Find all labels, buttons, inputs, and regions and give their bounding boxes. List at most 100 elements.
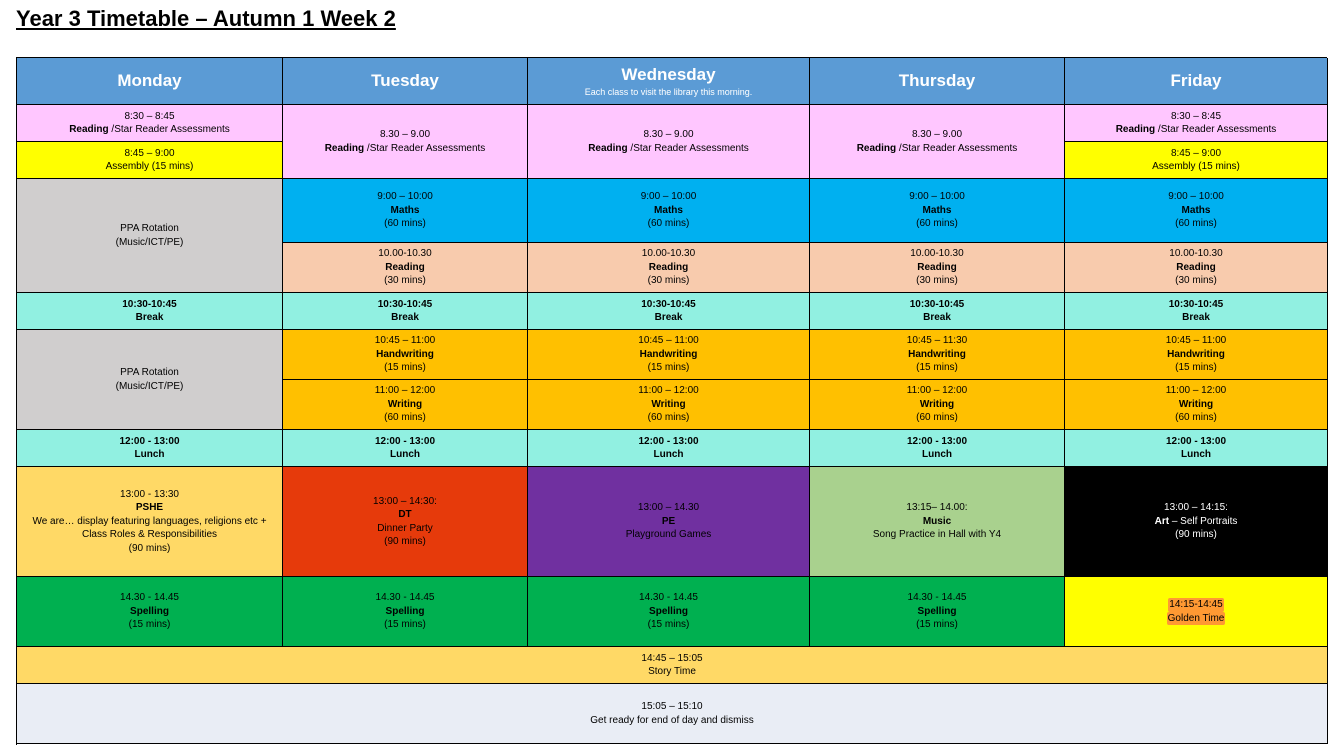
- lesson-wednesday-reading: 8.30 – 9.00 Reading /Star Reader Assessm…: [528, 105, 810, 179]
- lesson-time: 9:00 – 10:00: [640, 191, 697, 203]
- lesson-duration: (60 mins): [1175, 412, 1217, 424]
- lesson-tuesday-break: 10:30-10:45 Break: [283, 293, 528, 330]
- lesson-duration: (90 mins): [1175, 529, 1217, 541]
- lesson-subject: Spelling: [649, 605, 688, 617]
- lesson-monday-spelling: 14.30 - 14.45 Spelling (15 mins): [17, 577, 283, 647]
- lesson-time: 14.30 - 14.45: [907, 592, 967, 604]
- lesson-time: 8:45 – 9:00: [124, 147, 175, 159]
- lesson-subject: Reading: [1115, 124, 1156, 135]
- lesson-time: 15:05 – 15:10: [641, 701, 703, 712]
- lesson-duration: (60 mins): [647, 218, 690, 230]
- lesson-time: 10:45 – 11:00: [1165, 335, 1227, 347]
- lesson-subject: Reading: [324, 142, 365, 154]
- lesson-duration: (60 mins): [384, 412, 426, 424]
- lesson-subject: PSHE: [135, 502, 164, 514]
- lesson-subject: Spelling: [130, 605, 169, 617]
- lesson-time: 10.00-10.30: [1169, 248, 1223, 260]
- lesson-time: 10.00-10.30: [378, 248, 432, 260]
- lesson-subject: Handwriting: [376, 348, 434, 360]
- lesson-duration: (15 mins): [916, 362, 958, 374]
- lesson-tuesday-reading: 8.30 – 9.00 Reading /Star Reader Assessm…: [283, 105, 528, 179]
- lesson-subject: Spelling: [917, 605, 957, 617]
- lesson-tuesday-reading-2: 10.00-10.30 Reading (30 mins): [283, 243, 528, 293]
- day-label: Thursday: [898, 71, 976, 90]
- lesson-time: 13:00 – 14:15:: [1164, 502, 1228, 514]
- lesson-tuesday-spelling: 14.30 - 14.45 Spelling (15 mins): [283, 577, 528, 647]
- lesson-duration: (15 mins): [647, 362, 690, 374]
- lesson-time: 8:30 – 8:45: [124, 110, 175, 122]
- lesson-tuesday-handwriting: 10:45 – 11:00 Handwriting (15 mins): [283, 330, 528, 380]
- day-header-wednesday: Wednesday Each class to visit the library…: [528, 58, 810, 105]
- lesson-wednesday-maths: 9:00 – 10:00 Maths (60 mins): [528, 179, 810, 243]
- lesson-wednesday-spelling: 14.30 - 14.45 Spelling (15 mins): [528, 577, 810, 647]
- lesson-duration: (60 mins): [916, 218, 958, 230]
- lesson-thursday-writing: 11:00 – 12:00 Writing (60 mins): [810, 380, 1065, 430]
- lesson-friday-art: 13:00 – 14:15: Art – Self Portraits (90 …: [1065, 467, 1328, 577]
- dismiss-row: 15:05 – 15:10 Get ready for end of day a…: [17, 684, 1328, 744]
- day-label: Friday: [1170, 71, 1222, 90]
- day-header-thursday: Thursday: [810, 58, 1065, 105]
- day-header-friday: Friday: [1065, 58, 1328, 105]
- lesson-subject: Maths: [922, 204, 952, 216]
- lesson-monday-ppa-2: PPA Rotation (Music/ICT/PE): [17, 330, 283, 430]
- lesson-subject: PPA Rotation: [120, 223, 179, 234]
- lesson-time: 10.00-10.30: [910, 248, 964, 260]
- lesson-thursday-reading: 8.30 – 9.00 Reading /Star Reader Assessm…: [810, 105, 1065, 179]
- lesson-subject: Maths: [1181, 204, 1211, 216]
- lesson-time: 10:45 – 11:00: [374, 335, 436, 347]
- lesson-time: 8.30 – 9.00: [379, 129, 431, 140]
- day-note: Each class to visit the library this mor…: [584, 87, 753, 97]
- lesson-detail: Song Practice in Hall with Y4: [872, 529, 1002, 541]
- day-header-tuesday: Tuesday: [283, 58, 528, 105]
- lesson-friday-maths: 9:00 – 10:00 Maths (60 mins): [1065, 179, 1328, 243]
- lesson-subject: Maths: [654, 204, 683, 216]
- lesson-time: 12:00 - 13:00: [638, 435, 699, 447]
- lesson-subject: Lunch: [653, 449, 684, 460]
- lesson-tuesday-lunch: 12:00 - 13:00 Lunch: [283, 430, 528, 467]
- lesson-time: 10.00-10.30: [641, 248, 696, 260]
- lesson-subject: PPA Rotation: [120, 367, 179, 378]
- lesson-time: 12:00 - 13:00: [906, 435, 968, 447]
- lesson-duration: (60 mins): [647, 412, 690, 424]
- lesson-subject: Break: [391, 312, 419, 323]
- lesson-subject: Break: [654, 312, 683, 323]
- lesson-time: 14:15-14:45: [1168, 598, 1224, 612]
- lesson-time: 9:00 – 10:00: [1168, 191, 1224, 203]
- lesson-time: 11:00 – 12:00: [1165, 385, 1227, 397]
- lesson-subject: Lunch: [134, 449, 165, 460]
- lesson-tuesday-maths: 9:00 – 10:00 Maths (60 mins): [283, 179, 528, 243]
- lesson-friday-reading: 8:30 – 8:45 Reading /Star Reader Assessm…: [1065, 105, 1328, 142]
- lesson-time: 10:30-10:45: [1168, 298, 1224, 310]
- lesson-wednesday-handwriting: 10:45 – 11:00 Handwriting (15 mins): [528, 330, 810, 380]
- lesson-subject: DT: [398, 509, 412, 520]
- lesson-subject: Reading: [588, 142, 628, 154]
- lesson-friday-reading-2: 10.00-10.30 Reading (30 mins): [1065, 243, 1328, 293]
- lesson-time: 11:00 – 12:00: [906, 385, 968, 397]
- lesson-duration: (60 mins): [384, 218, 426, 230]
- lesson-detail: (Music/ICT/PE): [115, 380, 184, 392]
- lesson-duration: (15 mins): [128, 619, 171, 631]
- lesson-thursday-spelling: 14.30 - 14.45 Spelling (15 mins): [810, 577, 1065, 647]
- lesson-subject: Break: [1182, 312, 1210, 323]
- lesson-duration: (15 mins): [1175, 362, 1217, 374]
- lesson-time: 11:00 – 12:00: [374, 385, 436, 397]
- lesson-subject: Reading: [1176, 261, 1216, 273]
- lesson-subject: Reading: [856, 142, 897, 154]
- lesson-monday-pshe: 13:00 - 13:30 PSHE We are… display featu…: [17, 467, 283, 577]
- lesson-time: 10:45 – 11:00: [638, 335, 699, 347]
- lesson-thursday-reading-2: 10.00-10.30 Reading (30 mins): [810, 243, 1065, 293]
- lesson-detail: Class Roles & Responsibilities: [81, 529, 218, 541]
- lesson-subject: Music: [922, 515, 952, 527]
- lesson-detail: (Music/ICT/PE): [115, 236, 184, 248]
- lesson-time: 14:45 – 15:05: [641, 652, 703, 664]
- lesson-time: 14.30 - 14.45: [120, 592, 179, 604]
- lesson-time: 13:00 – 14:30:: [373, 495, 437, 507]
- lesson-detail: /Star Reader Assessments: [108, 124, 230, 135]
- lesson-detail: Playground Games: [625, 529, 712, 541]
- lesson-subject: PE: [661, 515, 676, 527]
- day-label: Wednesday: [621, 65, 716, 84]
- lesson-duration: (30 mins): [647, 275, 690, 287]
- lesson-subject: Reading: [69, 124, 109, 135]
- lesson-wednesday-reading-2: 10.00-10.30 Reading (30 mins): [528, 243, 810, 293]
- lesson-time: 14.30 - 14.45: [375, 592, 435, 604]
